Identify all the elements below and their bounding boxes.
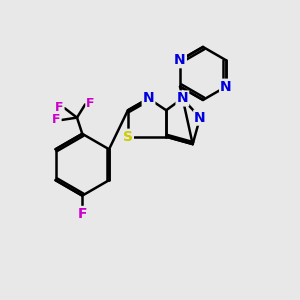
Text: N: N xyxy=(194,111,206,124)
Text: F: F xyxy=(86,97,95,110)
Text: S: S xyxy=(123,130,133,144)
Text: F: F xyxy=(55,100,64,113)
Text: N: N xyxy=(143,92,154,106)
Text: N: N xyxy=(220,80,232,94)
Text: N: N xyxy=(177,92,188,106)
Text: F: F xyxy=(52,113,61,127)
Text: F: F xyxy=(77,207,87,221)
Text: N: N xyxy=(174,53,186,67)
